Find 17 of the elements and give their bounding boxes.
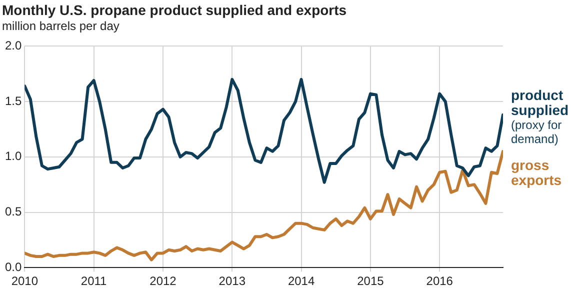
chart-subtitle: million barrels per day xyxy=(2,19,120,33)
x-tick-label: 2011 xyxy=(80,274,108,288)
text: (proxy for demand) xyxy=(511,118,563,146)
x-tick-label: 2012 xyxy=(150,274,177,288)
chart-title: Monthly U.S. propane product supplied and exports xyxy=(2,2,347,18)
y-tick-label: 2.0 xyxy=(4,38,22,53)
x-tick-label: 2016 xyxy=(426,274,454,288)
x-tick-label: 2013 xyxy=(218,274,246,288)
y-tick-label: 0.5 xyxy=(4,204,22,219)
x-tick-label: 2010 xyxy=(11,274,38,288)
series-label: gross exports xyxy=(511,157,563,188)
y-tick-label: 1.5 xyxy=(4,94,22,108)
y-tick-label: 0.0 xyxy=(4,260,22,274)
x-tick-label: 2015 xyxy=(357,274,384,288)
y-tick-label: 1.0 xyxy=(4,149,22,164)
x-tick-label: 2014 xyxy=(288,274,315,288)
series-label: product supplied xyxy=(511,87,570,118)
